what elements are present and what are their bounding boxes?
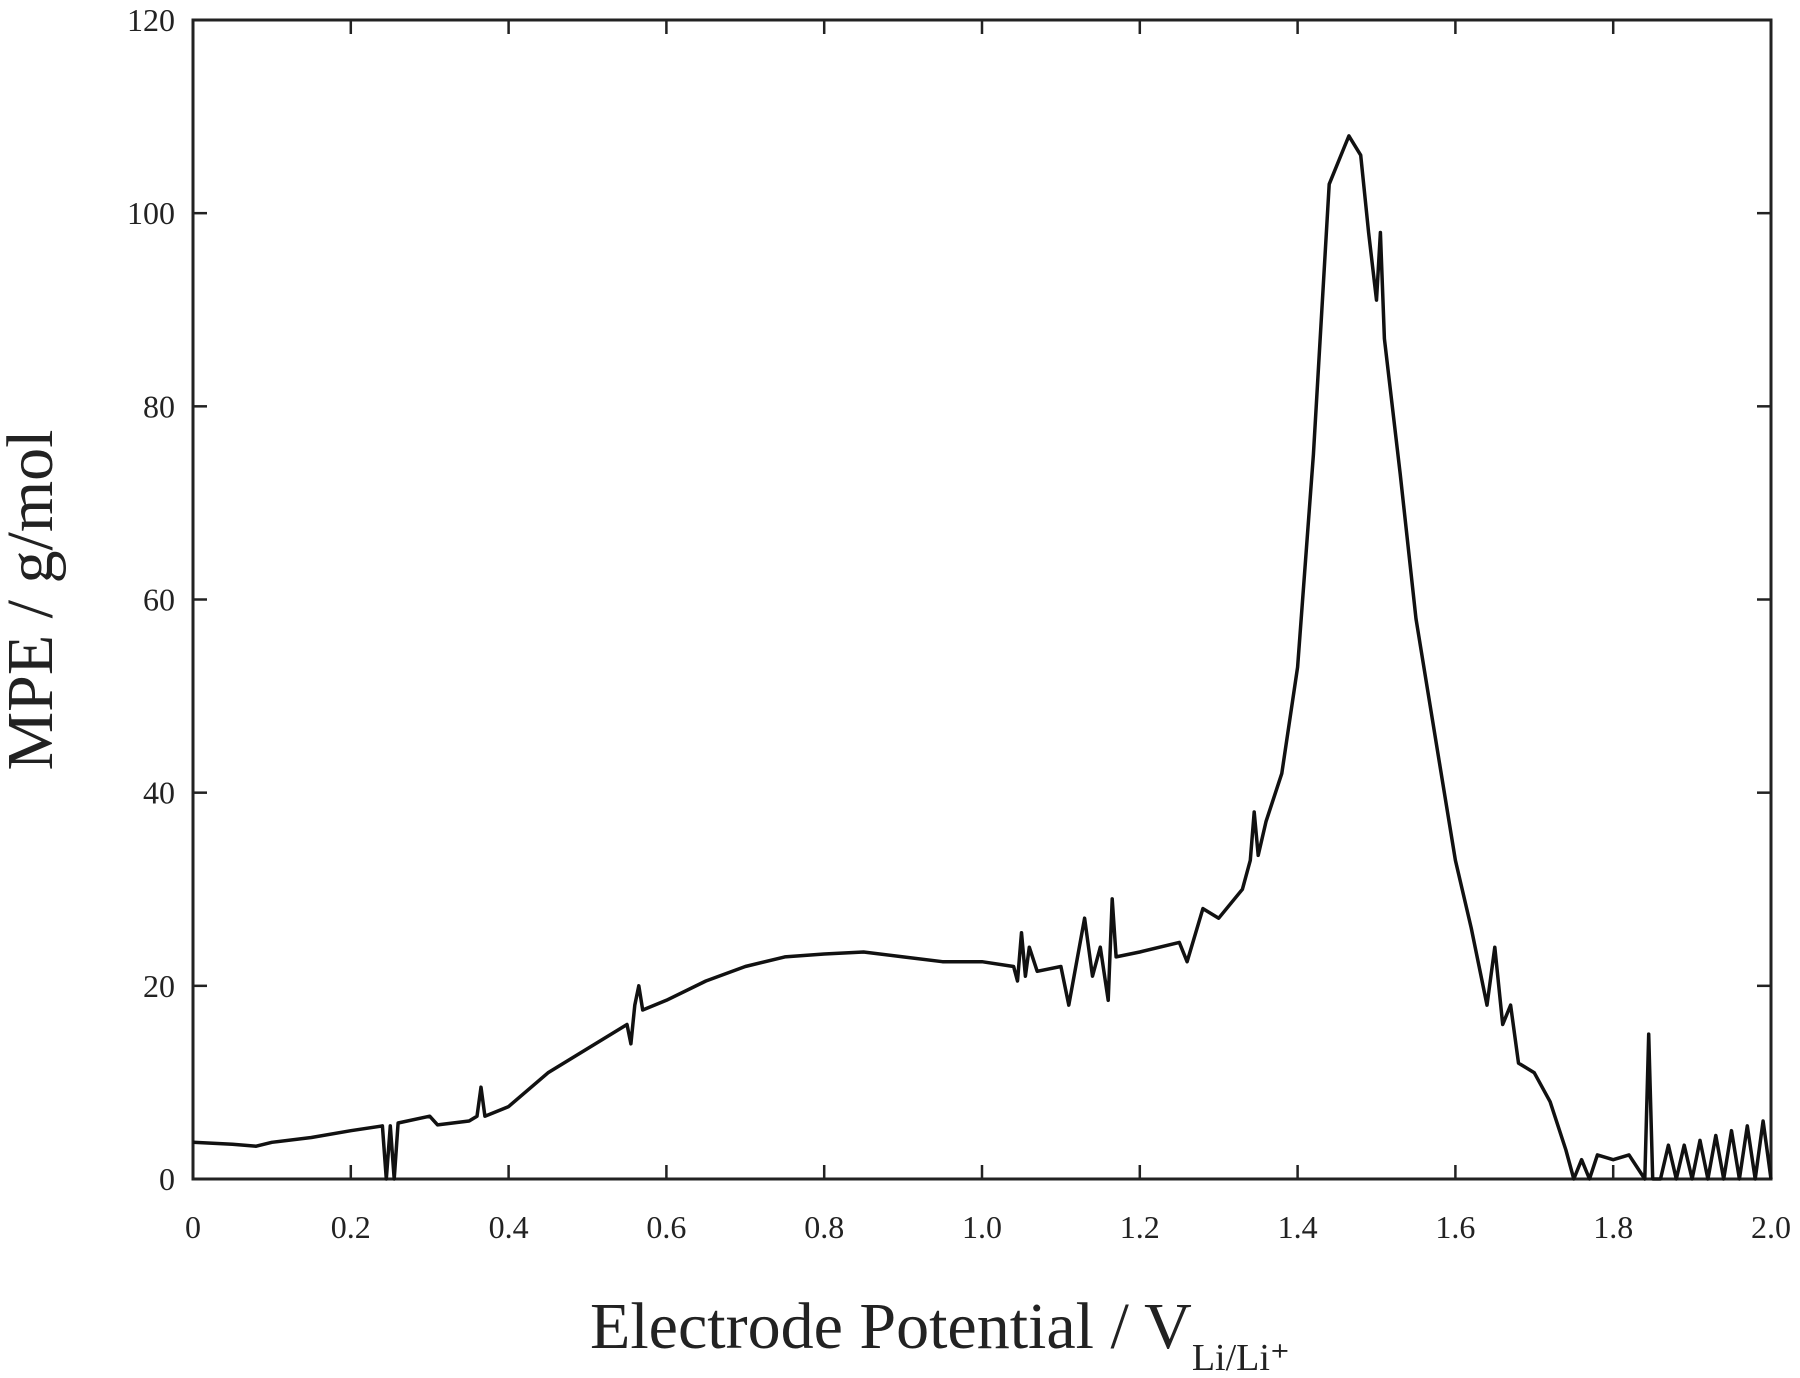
plot-frame [191,18,1773,1181]
x-tick-label: 0.6 [646,1209,686,1245]
x-tick-label: 0.4 [489,1209,529,1245]
y-tick-label: 100 [127,195,175,231]
y-tick-label: 120 [127,2,175,38]
y-tick-label: 20 [143,968,175,1004]
y-tick-label: 60 [143,582,175,618]
x-tick-label: 2.0 [1751,1209,1791,1245]
y-axis-label: MPE / g/mol [0,429,67,770]
x-axis-label-main: Electrode Potential / V [590,1290,1192,1363]
x-axis-label: Electrode Potential / VLi/Li⁺ [590,1290,1290,1378]
x-tick-label: 0 [185,1209,201,1245]
x-axis-label-subscript: Li/Li⁺ [1192,1337,1290,1378]
x-tick-label: 1.0 [962,1209,1002,1245]
y-tick-label: 40 [143,775,175,811]
y-tick-label: 80 [143,388,175,424]
x-tick-label: 1.2 [1120,1209,1160,1245]
x-tick-label: 1.6 [1435,1209,1475,1245]
x-tick-label: 1.4 [1278,1209,1318,1245]
x-tick-label: 0.8 [804,1209,844,1245]
data-line [192,134,1773,1181]
x-tick-label: 1.8 [1593,1209,1633,1245]
x-tick-label: 0.2 [331,1209,371,1245]
y-tick-label: 0 [159,1161,175,1197]
